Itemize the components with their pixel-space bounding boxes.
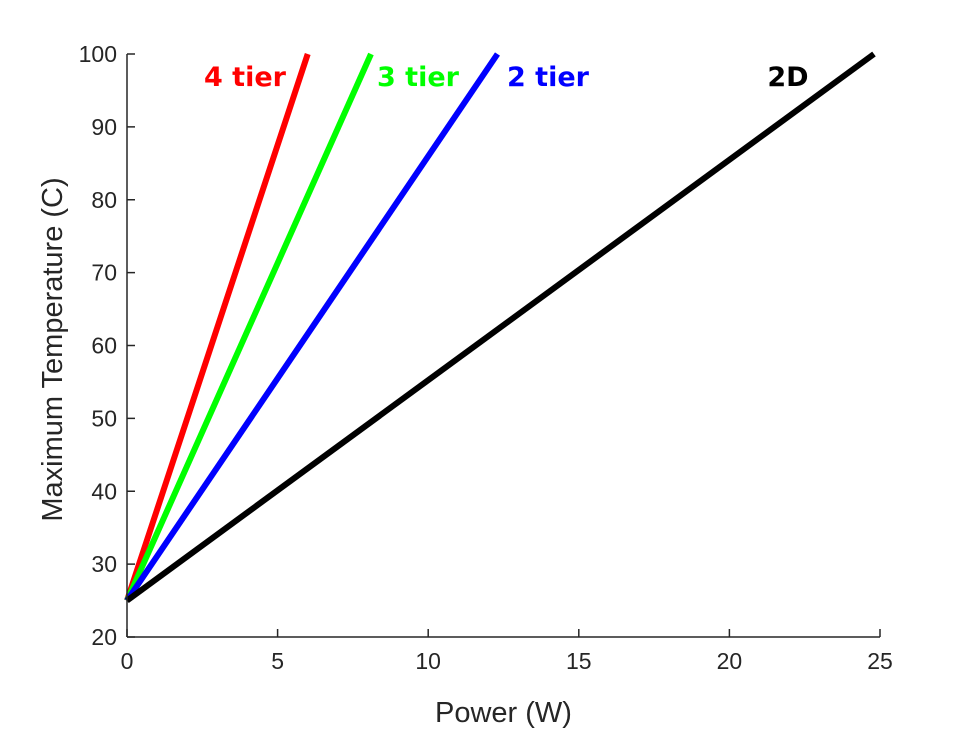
x-tick-label: 15 [566,648,592,674]
x-tick-label: 20 [717,648,743,674]
y-ticks: 20 30 40 50 60 70 80 90 100 [79,41,135,650]
series-line-2-tier [124,52,500,603]
series-label-3-tier: 3 tier [377,62,460,93]
y-tick-label: 90 [91,114,117,140]
x-tick-label: 10 [415,648,441,674]
y-tick-label: 30 [91,551,117,577]
series-label-2d: 2D [767,62,808,93]
y-axis-title: Maximum Temperature (C) [37,177,69,521]
y-tick-label: 100 [79,41,117,67]
y-tick-label: 80 [91,187,117,213]
y-tick-label: 50 [91,405,117,431]
y-tick-label: 20 [91,624,117,650]
x-tick-label: 25 [867,648,893,674]
x-axis-title: Power (W) [435,697,572,729]
series-line-2d [125,51,876,603]
x-ticks: 0 5 10 15 20 25 [121,629,893,674]
y-tick-label: 60 [91,333,117,359]
x-tick-label: 0 [121,648,134,674]
x-tick-label: 5 [271,648,284,674]
series-line-4-tier [124,53,311,602]
series-labels: 4 tier 3 tier 2 tier 2D [204,62,809,93]
y-tick-label: 70 [91,260,117,286]
y-tick-label: 40 [91,478,117,504]
series-label-4-tier: 4 tier [204,62,287,93]
series-label-2-tier: 2 tier [507,62,590,93]
series-line-3-tier [124,52,374,602]
plot-lines [124,51,876,603]
